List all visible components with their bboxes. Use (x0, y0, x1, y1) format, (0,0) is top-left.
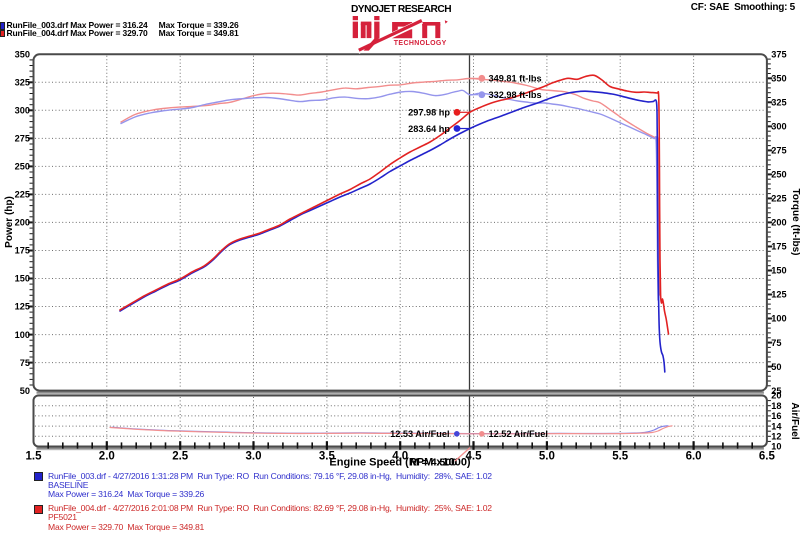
svg-text:283.64 hp: 283.64 hp (408, 124, 450, 134)
svg-text:350: 350 (15, 50, 30, 60)
svg-text:Power (hp): Power (hp) (4, 196, 15, 248)
svg-text:16: 16 (771, 411, 781, 421)
svg-text:M = 4.500: M = 4.500 (410, 457, 457, 469)
svg-text:2.5: 2.5 (172, 450, 189, 462)
svg-text:14: 14 (771, 421, 782, 431)
svg-text:332.98 ft-lbs: 332.98 ft-lbs (489, 90, 542, 100)
svg-text:175: 175 (15, 246, 30, 256)
svg-text:150: 150 (771, 266, 786, 276)
svg-text:325: 325 (15, 78, 30, 88)
svg-text:6.0: 6.0 (686, 450, 702, 462)
svg-text:350: 350 (771, 74, 786, 84)
svg-text:3.0: 3.0 (246, 450, 262, 462)
svg-text:325: 325 (771, 98, 786, 108)
svg-text:5.0: 5.0 (539, 450, 555, 462)
svg-text:300: 300 (15, 106, 30, 116)
svg-text:200: 200 (771, 218, 786, 228)
svg-text:50: 50 (20, 386, 30, 396)
svg-text:75: 75 (771, 338, 781, 348)
svg-text:275: 275 (15, 134, 30, 144)
svg-text:225: 225 (771, 194, 786, 204)
svg-text:6.5: 6.5 (759, 450, 776, 462)
svg-text:75: 75 (20, 358, 30, 368)
svg-text:375: 375 (771, 50, 786, 60)
svg-text:TECHNOLOGY: TECHNOLOGY (394, 40, 447, 47)
svg-text:125: 125 (771, 290, 786, 300)
svg-text:225: 225 (15, 190, 30, 200)
svg-text:349.81 ft-lbs: 349.81 ft-lbs (489, 74, 542, 84)
svg-text:297.98 hp: 297.98 hp (408, 108, 450, 118)
svg-text:Air/Fuel: Air/Fuel (789, 402, 800, 439)
svg-text:10: 10 (771, 442, 781, 452)
svg-text:3.5: 3.5 (319, 450, 336, 462)
svg-text:12.53 Air/Fuel: 12.53 Air/Fuel (390, 429, 449, 439)
svg-text:100: 100 (771, 314, 786, 324)
svg-text:Torque (ft-lbs): Torque (ft-lbs) (790, 188, 800, 255)
svg-text:175: 175 (771, 242, 786, 252)
svg-text:2.0: 2.0 (99, 450, 115, 462)
svg-text:1.5: 1.5 (26, 450, 43, 462)
svg-text:12: 12 (771, 432, 781, 442)
svg-text:12.52 Air/Fuel: 12.52 Air/Fuel (489, 429, 548, 439)
svg-text:25: 25 (771, 386, 781, 396)
svg-text:4.0: 4.0 (392, 450, 408, 462)
svg-text:300: 300 (771, 122, 786, 132)
svg-text:250: 250 (771, 170, 786, 180)
svg-text:18: 18 (771, 401, 781, 411)
svg-text:250: 250 (15, 162, 30, 172)
svg-text:4.5: 4.5 (466, 450, 483, 462)
svg-text:125: 125 (15, 302, 30, 312)
svg-text:100: 100 (15, 330, 30, 340)
svg-text:5.5: 5.5 (612, 450, 629, 462)
svg-text:Engine Speed (RPM x1000): Engine Speed (RPM x1000) (329, 457, 471, 469)
svg-text:275: 275 (771, 146, 786, 156)
svg-text:200: 200 (15, 218, 30, 228)
svg-text:50: 50 (771, 362, 781, 372)
svg-text:150: 150 (15, 274, 30, 284)
svg-text:20: 20 (771, 391, 781, 401)
